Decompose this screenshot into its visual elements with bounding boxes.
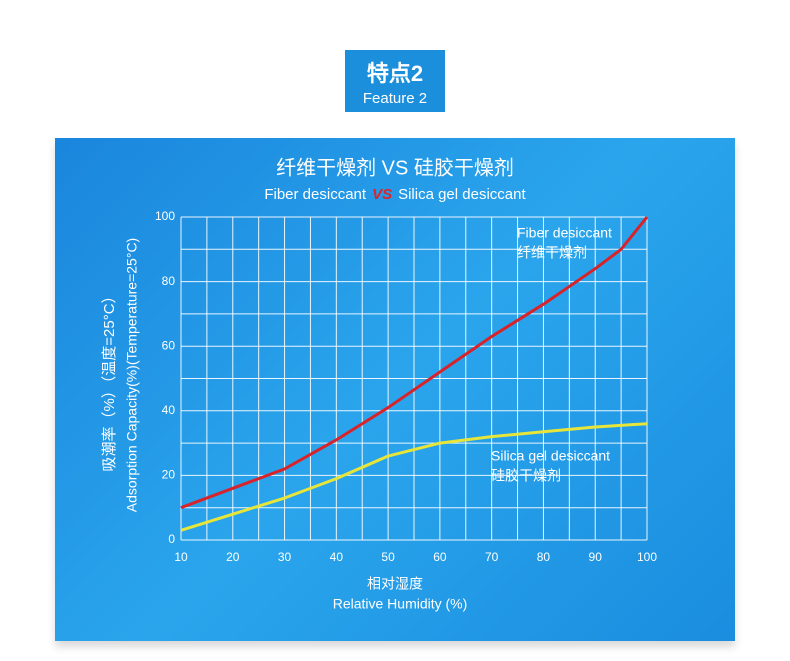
x-tick-label: 30 bbox=[278, 550, 292, 564]
subtitle-vs: VS bbox=[372, 186, 392, 203]
x-axis-label-en: Relative Humidity (%) bbox=[333, 596, 468, 612]
x-tick-label: 80 bbox=[537, 550, 551, 564]
series-label: Fiber desiccant bbox=[517, 225, 612, 241]
badge-subtitle: Feature 2 bbox=[362, 90, 428, 107]
x-tick-label: 40 bbox=[330, 550, 344, 564]
x-tick-label: 90 bbox=[589, 550, 603, 564]
y-tick-label: 20 bbox=[162, 468, 176, 482]
subtitle-left: Fiber desiccant bbox=[264, 186, 367, 203]
series-label: Silica gel desiccant bbox=[491, 448, 610, 464]
chart-subtitle: Fiber desiccant VS Silica gel desiccant bbox=[264, 186, 526, 203]
y-axis-label-en: Adsorption Capacity(%)(Temperature=25°C) bbox=[124, 238, 140, 512]
x-tick-label: 50 bbox=[381, 550, 395, 564]
y-axis-label: 吸潮率（%）（温度=25°C） bbox=[101, 288, 118, 471]
x-tick-label: 10 bbox=[174, 550, 188, 564]
x-tick-label: 20 bbox=[226, 550, 240, 564]
x-tick-label: 100 bbox=[637, 550, 657, 564]
y-tick-label: 40 bbox=[162, 403, 176, 417]
feature-badge: 特点2 Feature 2 bbox=[345, 50, 445, 112]
line-series bbox=[180, 422, 648, 532]
y-tick-label: 100 bbox=[155, 209, 175, 223]
line-series bbox=[180, 216, 649, 510]
chart-title: 纤维干燥剂 VS 硅胶干燥剂 bbox=[276, 156, 514, 179]
subtitle-right: Silica gel desiccant bbox=[398, 186, 526, 203]
chart-panel bbox=[55, 138, 735, 641]
x-tick-label: 70 bbox=[485, 550, 499, 564]
x-axis-label: 相对湿度 bbox=[367, 576, 423, 592]
y-tick-label: 80 bbox=[162, 274, 176, 288]
y-tick-label: 0 bbox=[168, 532, 175, 546]
badge-title: 特点2 bbox=[366, 61, 424, 86]
x-tick-label: 60 bbox=[433, 550, 447, 564]
y-tick-label: 60 bbox=[162, 338, 176, 352]
series-label-cn: 纤维干燥剂 bbox=[517, 245, 587, 261]
series-label-cn: 硅胶干燥剂 bbox=[491, 468, 561, 484]
